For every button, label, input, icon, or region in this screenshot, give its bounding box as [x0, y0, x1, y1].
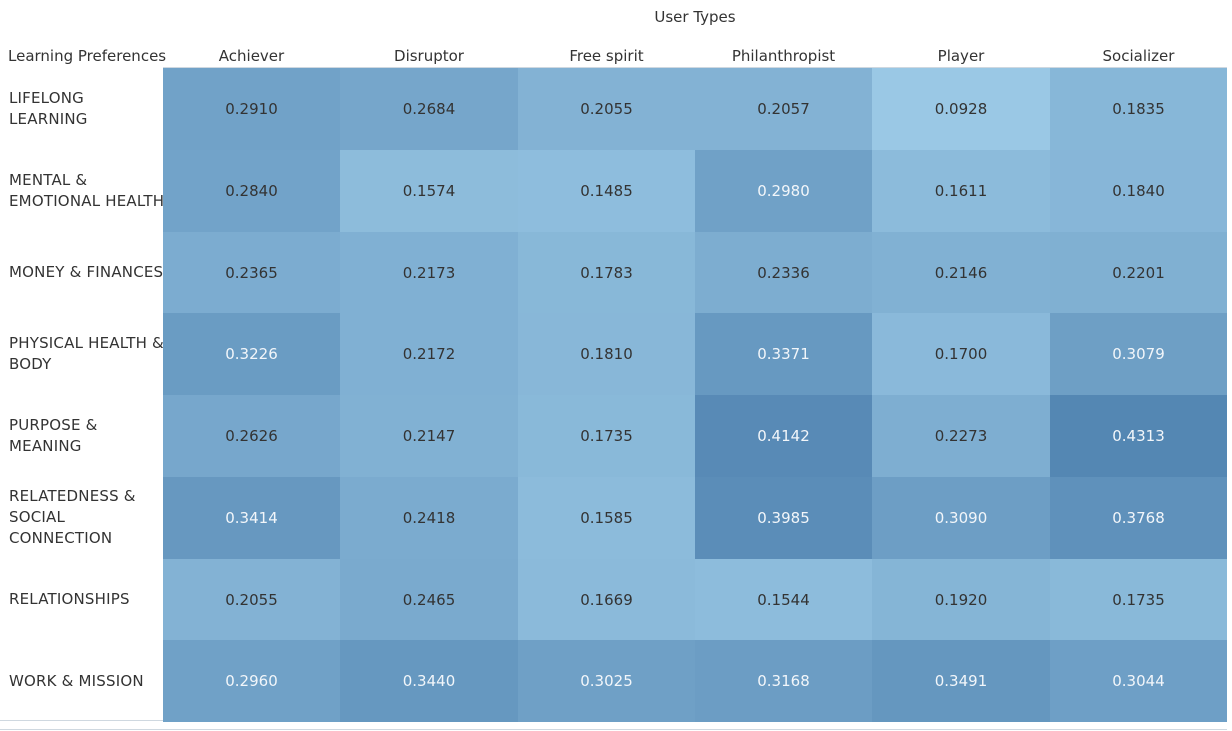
heatmap-cell: 0.1485 — [518, 150, 695, 232]
column-axis-title: User Types — [654, 8, 736, 26]
bottom-divider — [0, 720, 163, 721]
heatmap-cell: 0.3090 — [872, 477, 1050, 559]
heatmap-cell: 0.1669 — [518, 559, 695, 640]
row-label-mental-emotional-health: MENTAL & EMOTIONAL HEALTH — [9, 170, 165, 210]
heatmap-cell: 0.3025 — [518, 640, 695, 722]
heatmap-cell: 0.2146 — [872, 232, 1050, 313]
heatmap-cell: 0.2465 — [340, 559, 518, 640]
row-label-lifelong-learning: LIFELONG LEARNING — [9, 88, 88, 128]
heatmap-cell: 0.2960 — [163, 640, 340, 722]
row-label-relatedness-social-connection: RELATEDNESS & SOCIAL CONNECTION — [9, 487, 136, 548]
heatmap-cell: 0.2980 — [695, 150, 872, 232]
heatmap-cell: 0.1611 — [872, 150, 1050, 232]
heatmap-cell: 0.1810 — [518, 313, 695, 395]
heatmap-cell: 0.1574 — [340, 150, 518, 232]
heatmap-cell: 0.2273 — [872, 395, 1050, 477]
heatmap-cell: 0.1735 — [518, 395, 695, 477]
heatmap-cell: 0.2147 — [340, 395, 518, 477]
column-header-achiever: Achiever — [218, 47, 285, 65]
heatmap-cell: 0.3440 — [340, 640, 518, 722]
heatmap-cell: 0.1585 — [518, 477, 695, 559]
heatmap-cell: 0.2840 — [163, 150, 340, 232]
heatmap-cell: 0.1840 — [1050, 150, 1227, 232]
heatmap-cell: 0.3226 — [163, 313, 340, 395]
heatmap-cell: 0.2336 — [695, 232, 872, 313]
heatmap-cell: 0.2684 — [340, 68, 518, 150]
heatmap-cell: 0.2172 — [340, 313, 518, 395]
column-header-philanthropist: Philanthropist — [731, 47, 836, 65]
heatmap-cell: 0.2057 — [695, 68, 872, 150]
header-divider — [163, 67, 1227, 68]
heatmap-cell: 0.3414 — [163, 477, 340, 559]
heatmap-cell: 0.1783 — [518, 232, 695, 313]
heatmap-cell: 0.4313 — [1050, 395, 1227, 477]
heatmap-cell: 0.3371 — [695, 313, 872, 395]
column-header-disruptor: Disruptor — [394, 47, 464, 65]
heatmap-cell: 0.2365 — [163, 232, 340, 313]
row-axis-title: Learning Preferences — [8, 47, 167, 65]
row-label-relationships: RELATIONSHIPS — [9, 589, 130, 608]
heatmap-cell: 0.2055 — [518, 68, 695, 150]
heatmap-cell: 0.3079 — [1050, 313, 1227, 395]
row-label-money-finances: MONEY & FINANCES — [9, 262, 164, 281]
heatmap-cell: 0.1700 — [872, 313, 1050, 395]
column-header-socializer: Socializer — [1102, 47, 1175, 65]
heatmap-cell: 0.2626 — [163, 395, 340, 477]
heatmap-cell: 0.1735 — [1050, 559, 1227, 640]
heatmap-cell: 0.1835 — [1050, 68, 1227, 150]
heatmap-cell: 0.2910 — [163, 68, 340, 150]
footer-divider — [0, 729, 1227, 730]
heatmap-cell: 0.3768 — [1050, 477, 1227, 559]
heatmap-cell: 0.2055 — [163, 559, 340, 640]
heatmap-cell: 0.3044 — [1050, 640, 1227, 722]
heatmap-cell: 0.4142 — [695, 395, 872, 477]
row-label-purpose-meaning: PURPOSE & MEANING — [9, 415, 98, 455]
heatmap-cell: 0.3491 — [872, 640, 1050, 722]
heatmap-cell: 0.2201 — [1050, 232, 1227, 313]
heatmap-cell: 0.3985 — [695, 477, 872, 559]
heatmap-cell: 0.2418 — [340, 477, 518, 559]
row-label-work-mission: WORK & MISSION — [9, 671, 144, 690]
heatmap-cell: 0.0928 — [872, 68, 1050, 150]
column-header-player: Player — [937, 47, 985, 65]
column-header-free-spirit: Free spirit — [569, 47, 644, 65]
row-label-physical-health-body: PHYSICAL HEALTH & BODY — [9, 334, 164, 374]
heatmap-cell: 0.1544 — [695, 559, 872, 640]
heatmap-cell: 0.2173 — [340, 232, 518, 313]
heatmap-cell: 0.1920 — [872, 559, 1050, 640]
heatmap-cell: 0.3168 — [695, 640, 872, 722]
